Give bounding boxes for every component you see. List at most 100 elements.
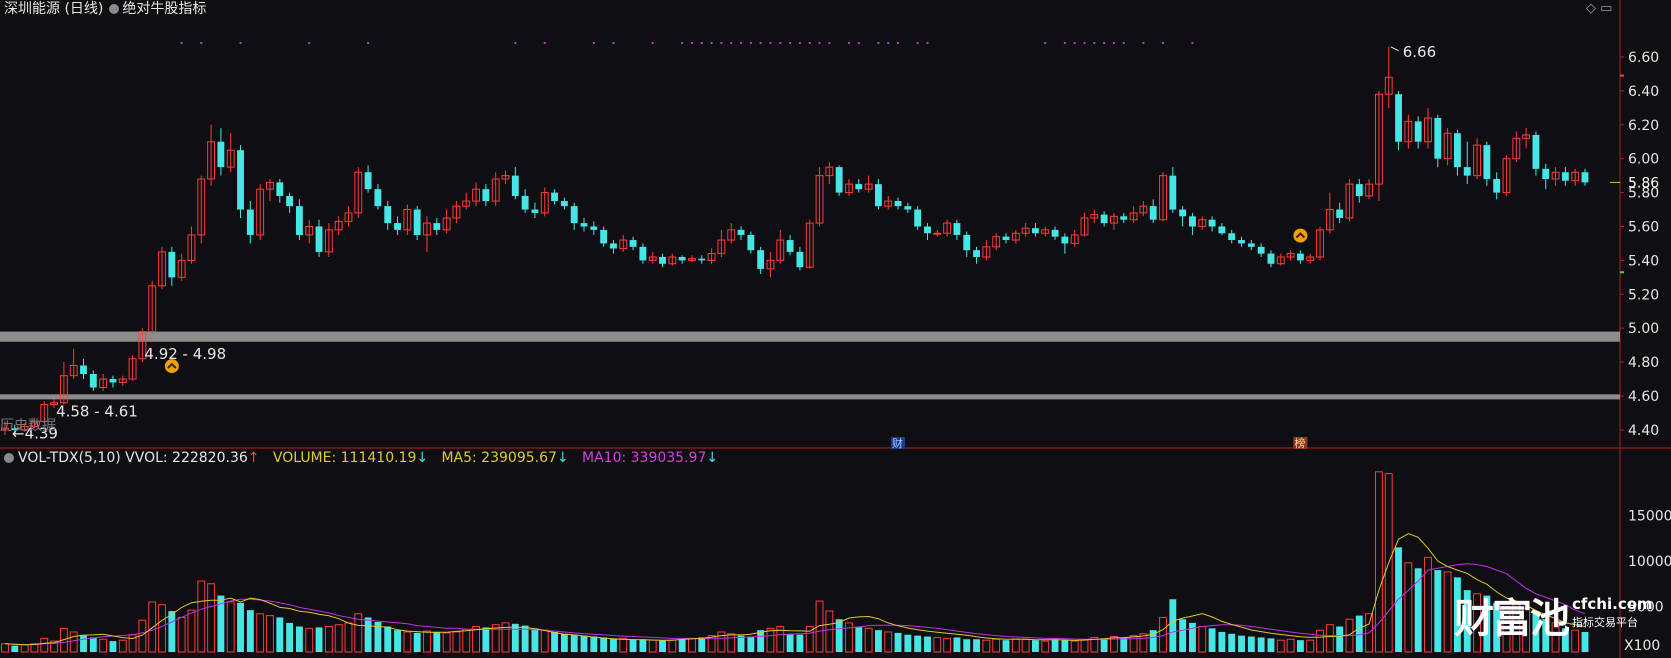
volume-bar — [1414, 568, 1422, 652]
candle-body — [217, 141, 225, 168]
candle-body — [11, 428, 19, 430]
volume-bar — [727, 633, 736, 653]
candle-body — [187, 234, 196, 261]
price-axis-label: 4.80 — [1628, 355, 1659, 371]
signal-dot — [1073, 42, 1076, 44]
candle-body — [1051, 229, 1059, 237]
volume-bar — [933, 636, 942, 653]
candle-body — [963, 234, 971, 251]
volume-bar — [1384, 473, 1393, 653]
volume-bar — [1257, 637, 1265, 652]
volume-bar — [50, 640, 59, 653]
candle-body — [30, 420, 39, 428]
volume-bar — [1021, 638, 1030, 653]
candle-body — [943, 222, 952, 234]
candle-body — [168, 251, 176, 278]
price-axis-label: 6.60 — [1628, 50, 1659, 66]
signal-dot — [1103, 42, 1106, 44]
volume-bar — [89, 637, 97, 652]
volume-bar — [982, 639, 991, 653]
volume-bar — [1129, 635, 1138, 653]
volume-bar — [118, 639, 127, 653]
candle-body — [786, 240, 794, 252]
volume-bar — [1286, 638, 1295, 653]
volume-bar — [364, 617, 372, 652]
volume-bar — [953, 637, 961, 652]
volume-bar — [452, 631, 461, 653]
candle-body — [953, 223, 961, 235]
volume-bar — [1434, 570, 1442, 652]
volume-bar — [1551, 622, 1560, 653]
candle-body — [472, 188, 480, 202]
candle-body — [639, 246, 647, 261]
volume-bar — [757, 630, 765, 652]
volume-bar — [246, 610, 254, 652]
candle-body — [1267, 253, 1275, 264]
candle-body — [118, 378, 127, 383]
signal-dot — [681, 42, 684, 44]
signal-dot — [857, 42, 860, 44]
candle-body — [570, 206, 578, 224]
high-price-label: 6.66 — [1403, 43, 1436, 61]
candle-body — [59, 375, 68, 404]
volume-bar — [845, 622, 853, 653]
volume-bar — [943, 637, 952, 653]
watermark-subtitle: 指标交易平台 — [1572, 616, 1638, 629]
price-axis-label: 4.40 — [1628, 423, 1659, 439]
volume-bar — [619, 637, 628, 653]
volume-bar — [1532, 613, 1540, 652]
volume-bar — [648, 639, 657, 653]
stock-title[interactable]: 深圳能源 (日线) — [4, 1, 104, 17]
volume-bar — [1581, 631, 1589, 652]
candle-body — [158, 251, 166, 287]
volume-bar — [158, 604, 166, 653]
indicator-dot-icon[interactable] — [109, 4, 120, 14]
candle-body — [89, 373, 97, 388]
volume-bar — [884, 631, 893, 653]
volume-bar — [1463, 590, 1471, 652]
signal-dot — [1122, 42, 1125, 44]
volume-bar — [1316, 629, 1324, 653]
signal-dot — [877, 42, 880, 44]
volume-bar — [237, 602, 244, 652]
buy-signal-icon — [1293, 228, 1308, 243]
candle-body — [610, 243, 617, 249]
candle-body — [1218, 226, 1226, 234]
price-axis-label: 5.00 — [1628, 321, 1659, 337]
ma5-value: MA5: 239095.67 — [441, 450, 557, 466]
candle-body — [128, 358, 137, 380]
volume-indicator-name[interactable]: VOL-TDX(5,10) — [18, 450, 121, 466]
signal-dot — [916, 42, 919, 44]
volume-bar — [766, 627, 775, 653]
volume-bar — [1032, 640, 1039, 652]
candle-body — [766, 259, 775, 270]
volume-bar — [904, 634, 912, 652]
volume-bar — [187, 609, 196, 653]
volume-bar — [99, 638, 108, 653]
candle-body — [757, 250, 765, 269]
candle-body — [1542, 168, 1550, 180]
candle-body — [835, 167, 843, 193]
candle-body — [1189, 216, 1196, 227]
volume-indicator-dot-icon[interactable] — [4, 453, 14, 463]
volume-bar — [1502, 606, 1511, 653]
volume-bar — [825, 610, 834, 653]
window-controls-icon[interactable]: ◇ ▭ — [1586, 1, 1613, 16]
volume-bar — [217, 595, 225, 652]
volume-bar — [1218, 631, 1226, 652]
volume-bar — [109, 641, 117, 652]
volume-bar — [442, 632, 451, 653]
indicator-name[interactable]: 绝对牛股指标 — [122, 1, 207, 17]
volume-bar — [295, 626, 303, 652]
volume-bar — [374, 621, 382, 652]
candle-body — [1551, 171, 1560, 180]
candle-body — [688, 258, 696, 261]
price-axis-label: 5.20 — [1628, 287, 1659, 303]
candle-body — [276, 182, 284, 196]
volume-bar — [698, 637, 706, 652]
volume-bar — [963, 639, 971, 652]
candle-body — [334, 220, 343, 231]
volume-bar — [815, 600, 824, 653]
volume-bar — [835, 619, 843, 652]
